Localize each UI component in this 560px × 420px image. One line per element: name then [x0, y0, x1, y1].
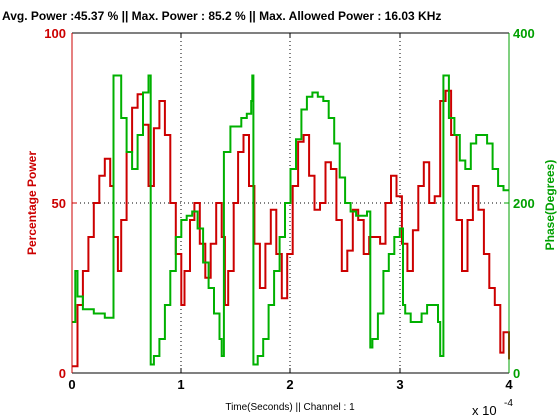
- x-tick-label-4: 4: [505, 377, 513, 392]
- series-layer: [72, 74, 510, 368]
- grid: [72, 33, 509, 373]
- y-left-axis-label: Percentage Power: [25, 151, 39, 255]
- chart-title: Avg. Power :45.37 % || Max. Power : 85.2…: [2, 9, 441, 23]
- y-left-tick-label-0: 0: [59, 366, 66, 381]
- phase-series-line: [72, 74, 509, 366]
- y-right-tick-label-0: 0: [513, 366, 520, 381]
- x-tick-label-3: 3: [396, 377, 403, 392]
- y-right-axis-label: Phase(Degrees): [543, 160, 557, 251]
- y-left-tick-label-100: 100: [44, 26, 66, 41]
- x-exponent: x 10 -4: [472, 398, 513, 418]
- x-tick-labels: 0 1 2 3 4: [68, 377, 513, 392]
- x-tick-label-2: 2: [286, 377, 293, 392]
- y-left-tick-label-50: 50: [52, 196, 66, 211]
- x-axis-label: Time(Seconds) || Channel : 1: [225, 402, 355, 413]
- y-left-tick-labels: 0 50 100: [44, 26, 66, 381]
- ticks: [72, 33, 509, 373]
- y-right-tick-labels: 0 200 400: [513, 26, 535, 381]
- x-tick-label-1: 1: [177, 377, 184, 392]
- x-exponent-power: -4: [504, 398, 513, 409]
- x-tick-label-0: 0: [68, 377, 75, 392]
- x-exponent-base: x 10: [472, 403, 497, 418]
- y-right-tick-label-200: 200: [513, 196, 535, 211]
- y-right-tick-label-400: 400: [513, 26, 535, 41]
